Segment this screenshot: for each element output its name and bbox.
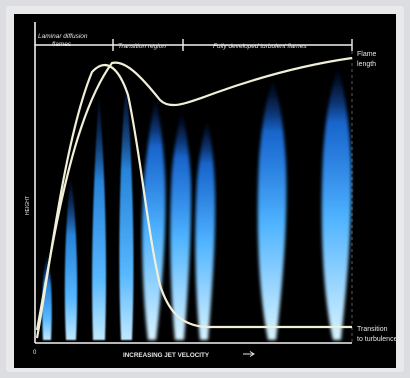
flame-length-label-1: Flame	[357, 51, 377, 58]
laminar-flame-4	[119, 78, 134, 340]
curves	[35, 56, 353, 339]
y-axis-label: HEIGHT	[25, 196, 31, 215]
region-label-laminar-1: Laminar diffusion	[38, 33, 88, 40]
flame-length-curve	[35, 56, 353, 331]
transition-label-2: to turbulence	[357, 336, 398, 343]
laminar-flame-2	[64, 178, 78, 340]
transition-flame-2	[170, 112, 192, 340]
turbulent-flame-1	[257, 80, 287, 340]
turbulent-flame-2	[321, 68, 352, 340]
axes	[34, 22, 353, 344]
region-label-transition: Transition region	[118, 43, 166, 50]
flame-length-label-2: length	[357, 61, 376, 68]
laminar-flame-1	[42, 255, 52, 340]
transition-flame-3	[195, 120, 216, 340]
region-label-laminar-2: flames	[52, 41, 72, 48]
origin-label: 0	[33, 350, 37, 356]
transition-curve	[35, 63, 352, 339]
transition-label-1: Transition	[357, 326, 388, 333]
laminar-flame-3	[92, 95, 107, 340]
region-label-turbulent: Fully developed turbulent flames	[213, 43, 307, 50]
flames-group	[42, 68, 352, 340]
x-axis-label: INCREASING JET VELOCITY	[123, 352, 210, 359]
x-axis-arrow-icon	[243, 351, 255, 357]
transition-flame-1	[142, 98, 166, 340]
